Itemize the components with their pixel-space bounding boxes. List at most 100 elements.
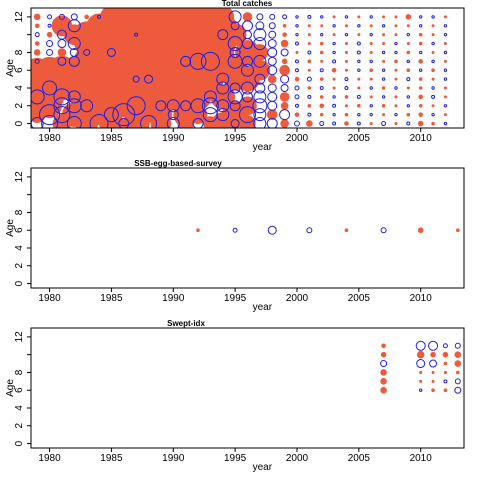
negative-residual-point: [419, 24, 423, 28]
positive-residual-point: [369, 24, 373, 28]
positive-residual-point: [381, 103, 386, 108]
x-tick-label: 1985: [100, 293, 123, 304]
y-tick-label: 2: [14, 423, 25, 429]
y-tick-label: 4: [14, 245, 25, 251]
negative-residual-point: [307, 14, 312, 19]
negative-residual-point: [97, 14, 102, 19]
y-tick-label: 4: [14, 85, 25, 91]
positive-residual-point: [418, 86, 423, 90]
positive-residual-point: [320, 59, 324, 63]
positive-residual-point: [394, 104, 398, 108]
positive-residual-point: [382, 42, 386, 46]
positive-residual-point: [357, 33, 361, 37]
positive-residual-point: [280, 39, 289, 48]
negative-residual-point: [228, 10, 242, 24]
x-tick-label: 2000: [286, 293, 309, 304]
y-tick-label: 8: [14, 49, 25, 55]
negative-residual-point: [106, 47, 116, 57]
negative-residual-point: [254, 73, 266, 85]
negative-residual-point: [282, 14, 288, 20]
negative-residual-point: [394, 50, 398, 55]
negative-residual-point: [216, 99, 230, 113]
x-tick-label: 1990: [162, 453, 185, 464]
positive-residual-point: [394, 68, 398, 72]
positive-residual-point: [418, 77, 423, 81]
negative-residual-point: [294, 41, 299, 46]
negative-residual-point: [118, 118, 130, 128]
negative-residual-point: [443, 379, 448, 384]
positive-residual-point: [357, 103, 361, 108]
negative-residual-point: [34, 32, 40, 38]
negative-residual-point: [294, 85, 300, 91]
negative-residual-point: [294, 94, 300, 100]
negative-residual-point: [356, 41, 361, 46]
positive-residual-point: [307, 33, 311, 37]
negative-residual-point: [41, 115, 59, 128]
negative-residual-point: [66, 98, 82, 114]
negative-residual-point: [380, 360, 388, 368]
positive-residual-point: [34, 41, 40, 46]
negative-residual-point: [132, 75, 140, 83]
positive-residual-point: [344, 95, 349, 99]
negative-residual-point: [454, 378, 461, 385]
negative-residual-point: [89, 114, 109, 128]
positive-residual-point: [418, 94, 424, 100]
negative-residual-point: [216, 72, 230, 86]
negative-residual-point: [394, 112, 398, 117]
negative-residual-point: [356, 50, 361, 55]
positive-residual-point: [357, 86, 361, 90]
x-tick-label: 2005: [348, 453, 371, 464]
positive-residual-point: [394, 77, 398, 81]
negative-residual-point: [431, 59, 435, 64]
x-axis-title: year: [253, 302, 273, 313]
negative-residual-point: [216, 81, 230, 95]
bubble-layer: [380, 340, 462, 394]
x-tick-label: 1990: [162, 133, 185, 144]
negative-residual-point: [443, 77, 448, 81]
positive-residual-point: [454, 360, 462, 367]
negative-residual-point: [319, 86, 324, 90]
negative-residual-point: [429, 359, 438, 368]
positive-residual-point: [282, 32, 287, 37]
negative-residual-point: [241, 81, 254, 95]
negative-residual-point: [279, 109, 291, 121]
positive-residual-point: [84, 14, 89, 20]
negative-residual-point: [267, 56, 277, 66]
positive-residual-point: [382, 33, 386, 37]
negative-residual-point: [344, 32, 349, 37]
negative-residual-point: [419, 68, 423, 72]
positive-residual-point: [406, 42, 410, 46]
negative-residual-point: [230, 21, 240, 31]
positive-residual-point: [381, 86, 386, 90]
negative-residual-point: [58, 13, 65, 20]
y-tick-label: 12: [14, 331, 25, 343]
positive-residual-point: [394, 24, 398, 28]
negative-residual-point: [280, 48, 289, 57]
bubble-layer: [31, 8, 448, 128]
negative-residual-point: [229, 46, 241, 58]
positive-residual-point: [443, 86, 447, 90]
positive-residual-point: [431, 24, 435, 28]
positive-residual-point: [416, 350, 425, 359]
negative-residual-point: [166, 117, 180, 128]
negative-residual-point: [419, 388, 423, 392]
positive-residual-point: [266, 109, 278, 120]
positive-residual-point: [431, 370, 435, 374]
negative-residual-point: [242, 20, 253, 32]
negative-residual-point: [239, 106, 256, 124]
negative-residual-point: [443, 68, 448, 72]
plot-frame: [30, 7, 465, 129]
negative-residual-point: [126, 96, 146, 116]
negative-residual-point: [381, 77, 386, 81]
negative-residual-point: [232, 227, 238, 233]
negative-residual-point: [428, 340, 439, 351]
negative-residual-point: [293, 120, 300, 127]
positive-residual-point: [279, 92, 290, 102]
positive-residual-point: [430, 351, 436, 358]
negative-residual-point: [140, 115, 158, 128]
positive-residual-point: [238, 96, 257, 116]
negative-residual-point: [406, 121, 411, 126]
negative-residual-point: [56, 29, 67, 40]
negative-residual-point: [267, 83, 277, 93]
positive-residual-point: [394, 33, 398, 37]
